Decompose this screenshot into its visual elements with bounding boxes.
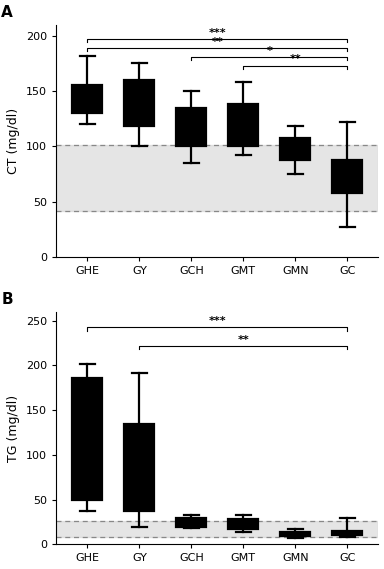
- Text: B: B: [2, 292, 13, 307]
- Text: ***: ***: [209, 28, 226, 38]
- Y-axis label: TG (mg/dl): TG (mg/dl): [7, 394, 20, 461]
- PathPatch shape: [176, 108, 206, 146]
- PathPatch shape: [72, 378, 103, 500]
- Y-axis label: CT (mg/dl): CT (mg/dl): [7, 108, 20, 174]
- PathPatch shape: [176, 518, 206, 526]
- Text: **: **: [237, 335, 249, 345]
- PathPatch shape: [280, 138, 310, 160]
- Text: **: **: [212, 37, 223, 47]
- PathPatch shape: [124, 424, 154, 512]
- PathPatch shape: [332, 160, 362, 193]
- Text: **: **: [290, 55, 301, 64]
- Bar: [56, 145, 379, 211]
- Bar: [56, 521, 379, 537]
- PathPatch shape: [228, 104, 258, 146]
- PathPatch shape: [332, 531, 362, 535]
- PathPatch shape: [228, 519, 258, 529]
- PathPatch shape: [280, 532, 310, 537]
- PathPatch shape: [72, 85, 103, 113]
- Text: A: A: [2, 5, 13, 20]
- PathPatch shape: [124, 80, 154, 126]
- Text: *: *: [266, 46, 272, 56]
- Text: ***: ***: [209, 316, 226, 326]
